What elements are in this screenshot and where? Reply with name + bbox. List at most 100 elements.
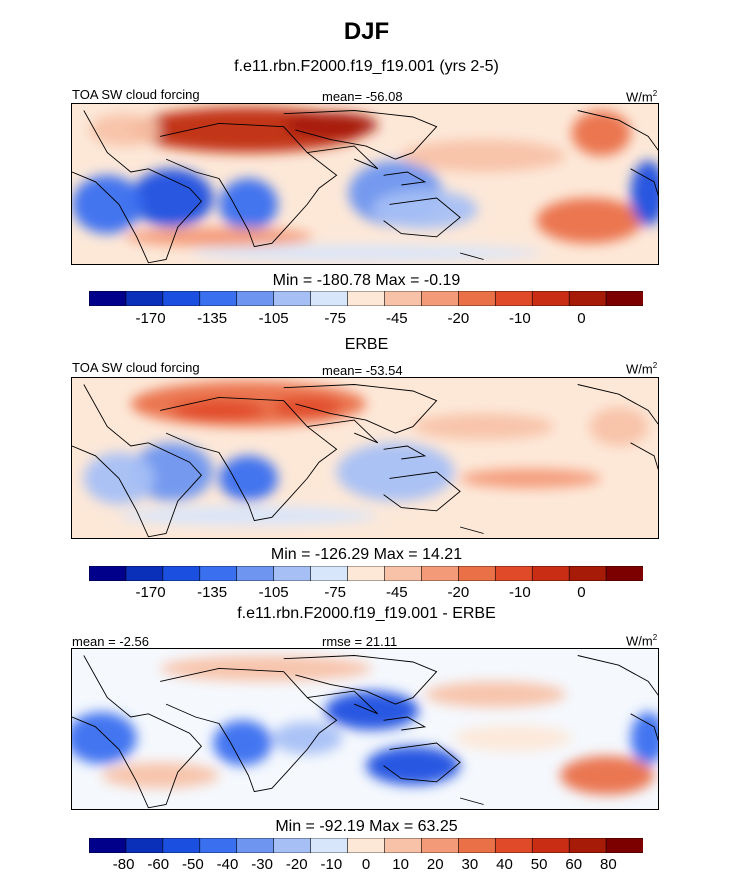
- colorbar-swatch: [199, 291, 238, 306]
- colorbar-tick-label: -45: [385, 310, 408, 327]
- contour-region: [124, 227, 314, 247]
- coastline: [577, 384, 658, 425]
- colorbar-swatch: [236, 566, 275, 581]
- contour-region: [160, 655, 372, 682]
- coastline: [72, 384, 203, 538]
- coastline: [630, 713, 658, 742]
- panel-2-title: ERBE: [344, 336, 389, 353]
- colorbar-tick-label: 60: [565, 856, 583, 873]
- contour-region: [630, 160, 658, 226]
- contour-region: [89, 113, 161, 147]
- coastline: [383, 171, 427, 186]
- colorbar-swatch: [494, 291, 533, 306]
- colorbar-tick-label: 0: [577, 310, 586, 327]
- coastline: [383, 716, 427, 731]
- coastline: [160, 667, 338, 793]
- coastlines: [72, 110, 658, 264]
- colorbar-tick-label: 50: [530, 856, 548, 873]
- colorbar-swatch: [89, 291, 127, 306]
- contour-region: [283, 112, 378, 139]
- panel-2-variable-label: TOA SW cloud forcing: [72, 360, 200, 375]
- colorbar-swatch: [458, 291, 497, 306]
- panel-3-min-max: Min = -92.19 Max = 63.25: [275, 818, 458, 835]
- coastline: [459, 797, 484, 805]
- panel-2-units-label: W/m2: [626, 361, 658, 377]
- colorbar-swatch: [310, 566, 349, 581]
- colorbar-tick-label: -30: [251, 856, 273, 873]
- panel-1-title: f.e11.rbn.F2000.f19_f19.001 (yrs 2-5): [234, 58, 499, 75]
- coastline: [577, 110, 658, 151]
- panel-3-contour-map: [72, 649, 658, 809]
- panel-1-map: [71, 103, 659, 265]
- panel-3-title: f.e11.rbn.F2000.f19_f19.001 - ERBE: [237, 605, 496, 622]
- coastline: [383, 742, 461, 783]
- contour-field: [72, 107, 658, 262]
- panel-1-variable-label: TOA SW cloud forcing: [72, 87, 200, 102]
- colorbar-swatch: [89, 566, 127, 581]
- contour-region: [366, 746, 461, 786]
- coastline: [307, 419, 379, 444]
- colorbar-tick-label: -20: [447, 310, 470, 327]
- contour-region: [413, 413, 555, 440]
- coastlines: [72, 655, 658, 809]
- colorbar-swatch: [125, 838, 164, 853]
- contour-region: [460, 468, 602, 489]
- panel-2-min-max: Min = -126.29 Max = 14.21: [270, 546, 463, 563]
- colorbar-swatch: [531, 291, 570, 306]
- contour-region: [189, 244, 543, 262]
- contour-region: [213, 720, 272, 766]
- colorbar-swatch: [125, 566, 164, 581]
- colorbar-tick-label: -20: [285, 856, 308, 873]
- colorbar-swatch: [347, 291, 386, 306]
- panel-3-rmse-label: rmse = 21.11: [322, 634, 398, 649]
- coastline: [72, 655, 203, 809]
- coastline: [160, 122, 338, 248]
- colorbar-swatch: [421, 291, 460, 306]
- contour-region: [371, 189, 478, 229]
- coastline: [383, 471, 461, 512]
- colorbar-swatch: [384, 291, 423, 306]
- contour-region: [130, 168, 214, 228]
- panel-3-map: [71, 648, 659, 810]
- contour-region: [72, 175, 143, 234]
- contour-region: [219, 178, 278, 231]
- panel-1-colorbar: [89, 291, 643, 306]
- colorbar-swatch: [273, 566, 312, 581]
- colorbar-swatch: [568, 566, 607, 581]
- colorbar-swatch: [568, 291, 607, 306]
- colorbar-tick-label: -170: [135, 584, 166, 601]
- panel-3-units-label: W/m2: [626, 633, 658, 649]
- coastline: [307, 145, 379, 170]
- coastline: [630, 168, 658, 197]
- contour-region: [589, 407, 649, 447]
- coastline: [307, 690, 379, 715]
- colorbar-swatch: [421, 566, 460, 581]
- panel-1-min-max: Min = -180.78 Max = -0.19: [272, 272, 461, 289]
- colorbar-swatch: [162, 566, 201, 581]
- coastline: [383, 445, 427, 460]
- panel-3-colorbar-ticks: -80 -60 -50 -40 -30 -20 -10 0 10 20 30 40 50 60 80: [89, 856, 643, 874]
- colorbar-tick-label: -50: [182, 856, 204, 873]
- colorbar-tick-label: -10: [509, 584, 531, 601]
- coastline: [459, 252, 484, 260]
- colorbar-swatch: [605, 838, 643, 853]
- colorbar-tick-label: 20: [426, 856, 444, 873]
- contour-region: [219, 455, 278, 502]
- contour-region: [324, 691, 419, 730]
- coastline: [459, 526, 484, 534]
- panel-1-colorbar-ticks: -170 -135 -105 -75 -45 -20 -10 0: [89, 310, 643, 328]
- colorbar-swatch: [273, 291, 312, 306]
- colorbar-tick-label: 40: [496, 856, 513, 873]
- colorbar-swatch: [236, 838, 275, 853]
- contour-region: [560, 755, 655, 795]
- colorbar-swatch: [89, 838, 127, 853]
- colorbar-swatch: [458, 566, 497, 581]
- contour-region: [336, 442, 455, 502]
- coastline: [72, 110, 203, 264]
- coastline: [283, 110, 438, 160]
- contour-region: [571, 110, 631, 156]
- contour-region: [271, 721, 343, 755]
- colorbar-tick-label: 30: [461, 856, 479, 873]
- coastline: [577, 655, 658, 696]
- colorbar-tick-label: -105: [258, 310, 289, 327]
